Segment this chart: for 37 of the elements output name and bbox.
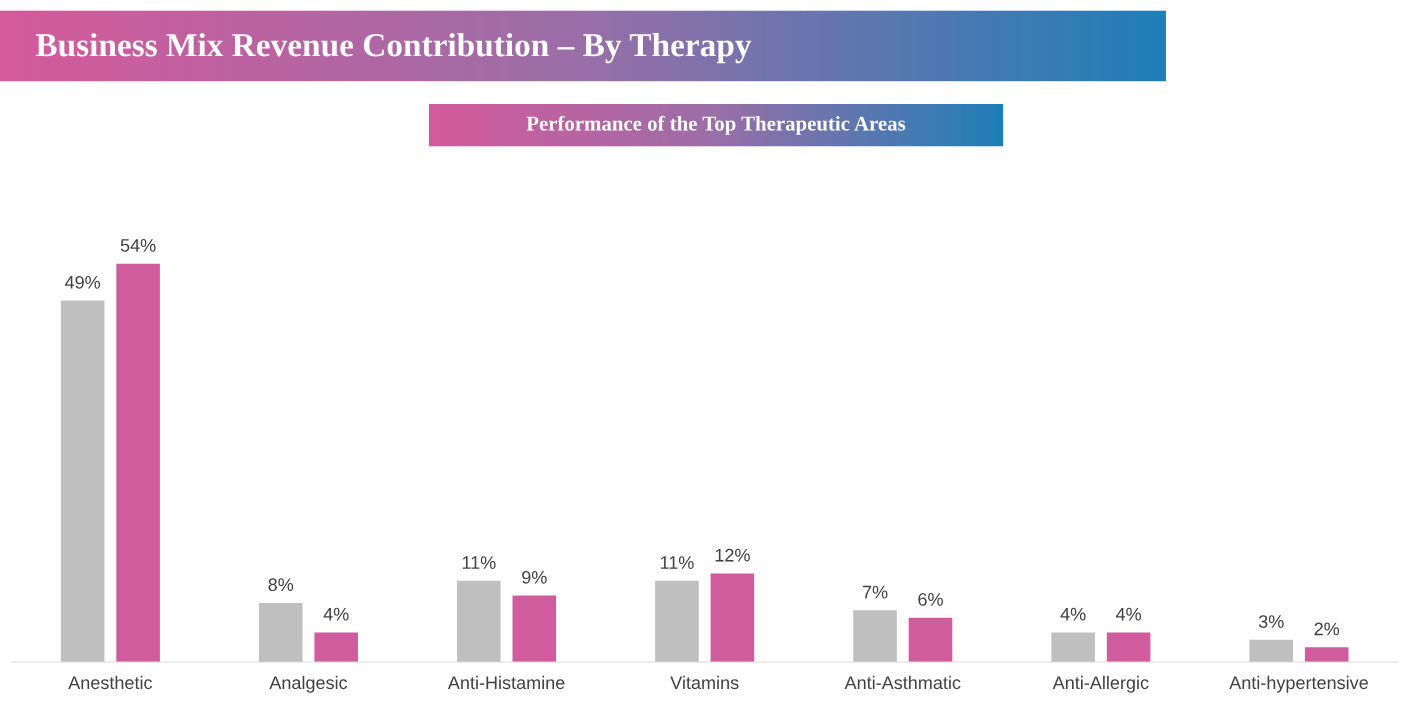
bar (655, 580, 699, 662)
x-tick-label: Vitamins (670, 675, 739, 690)
bar (1106, 632, 1151, 662)
bar (710, 573, 755, 662)
bar (512, 595, 557, 662)
data-label: 49% (64, 275, 101, 289)
bar (1051, 632, 1095, 662)
data-label: 6% (918, 593, 943, 606)
bar (314, 632, 358, 662)
bar (1304, 647, 1349, 662)
data-label: 2% (1314, 622, 1340, 636)
bar (457, 580, 501, 662)
x-tick-label: Anesthetic (68, 675, 153, 690)
data-label: 7% (862, 585, 888, 599)
x-tick-label: Analgesic (269, 675, 348, 693)
data-label: 12% (715, 548, 750, 562)
chart-title: Business Mix Revenue Contribution – By Therapy (35, 32, 752, 64)
x-tick-label: Anti-Allergic (1052, 675, 1149, 693)
bar (908, 617, 953, 662)
data-label: 4% (1115, 607, 1142, 621)
data-label: 4% (323, 607, 349, 621)
data-label: 11% (660, 556, 694, 569)
x-tick-label: Anti-Asthmatic (844, 675, 961, 690)
bar (1249, 639, 1294, 662)
bar (60, 300, 105, 662)
bar (116, 263, 160, 662)
x-tick-label: Anti-hypertensive (1229, 675, 1368, 693)
data-label: 8% (268, 578, 294, 592)
x-tick-label: Anti-Histamine (447, 675, 565, 690)
chart-subtitle: Performance of the Top Therapeutic Areas (526, 115, 906, 135)
data-label: 11% (462, 556, 496, 569)
data-label: 4% (1060, 607, 1086, 621)
data-label: 54% (120, 239, 156, 252)
data-label: 9% (522, 570, 547, 584)
bar (258, 602, 303, 662)
data-label: 3% (1258, 615, 1284, 628)
bar (853, 610, 897, 662)
